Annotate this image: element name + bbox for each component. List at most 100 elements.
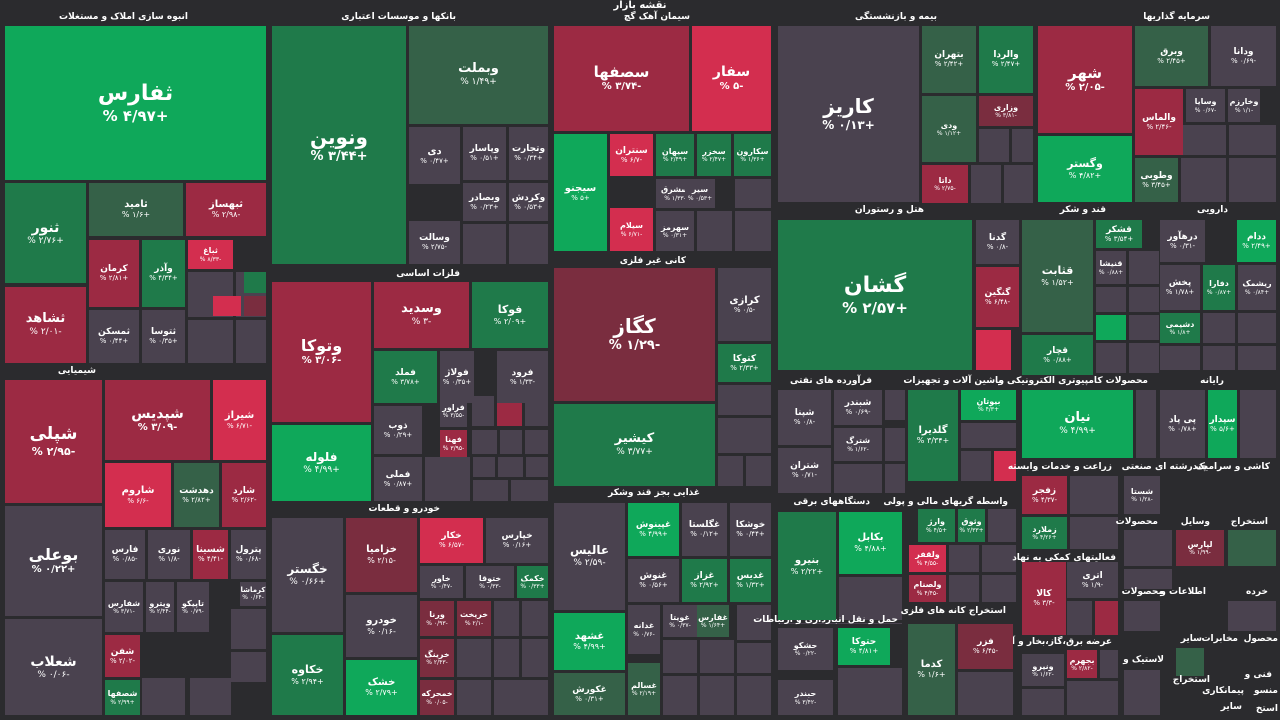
stock-tile[interactable]: فوکا +۲/۰۹ % [472,282,548,348]
stock-tile[interactable]: فولاژ +۰/۳۵ % [440,351,474,403]
stock-tile[interactable]: گلدیرا +۳/۳۴ % [908,390,958,481]
stock-tile[interactable]: ثفارس +۴/۹۷ % [5,26,266,180]
stock-tile[interactable]: وطوبی +۳/۴۵ % [1135,158,1178,202]
treemap-cell[interactable] [1129,315,1159,340]
stock-tile[interactable]: قشکر +۳/۵۴ % [1096,220,1142,248]
treemap-cell[interactable] [663,676,697,715]
stock-tile[interactable]: کاریز +۰/۱۳ % [778,26,919,202]
stock-tile[interactable]: غگلستا +۰/۱۲ % [682,503,727,556]
treemap-cell[interactable] [737,676,771,715]
stock-tile[interactable]: ثمسکن +۰/۴۴ % [89,310,139,363]
treemap-cell[interactable] [457,680,491,715]
stock-tile[interactable]: سصفها -۳/۷۴ % [554,26,689,131]
stock-tile[interactable]: خرینگ -۲/۴۳ % [420,639,454,677]
treemap-cell[interactable] [1070,476,1118,514]
treemap-cell[interactable] [838,668,902,715]
stock-tile[interactable]: ودانا -۰/۶۹ % [1211,26,1276,86]
stock-tile[interactable]: فراور -۳/۵۵ % [440,395,467,427]
stock-tile[interactable]: کرازی -۰/۵ % [718,268,771,341]
treemap-cell[interactable] [525,430,548,454]
stock-tile[interactable]: کرماشا -۰/۶۴ % [240,582,266,606]
treemap-cell[interactable] [697,211,732,251]
stock-tile[interactable]: فارس -۰/۸۵ % [105,530,145,579]
treemap-cell[interactable] [718,456,743,486]
stock-tile[interactable]: دفارا +۰/۸۷ % [1203,265,1235,310]
stock-tile[interactable]: شترگ -۱/۶۲ % [834,428,882,461]
stock-tile[interactable]: کدما +۱/۶ % [908,624,955,715]
treemap-cell[interactable] [663,640,697,673]
stock-tile[interactable]: خاور -۰/۴۷ % [420,566,463,598]
stock-tile[interactable]: اتری -۱/۹ % [1067,562,1118,598]
stock-tile[interactable]: فرود -۱/۳۳ % [497,351,548,403]
treemap-cell[interactable] [500,430,522,454]
stock-tile[interactable]: وکردش +۰/۵۳ % [509,183,548,221]
stock-tile[interactable]: وتجارت +۰/۳۴ % [509,127,548,180]
treemap-cell[interactable] [700,676,734,715]
stock-tile[interactable]: شپلی -۲/۹۵ % [5,380,102,503]
treemap-cell[interactable] [213,296,241,316]
stock-tile[interactable]: پی پاد +۰/۷۸ % [1160,390,1205,458]
treemap-cell[interactable] [494,601,519,636]
stock-tile[interactable]: داتا -۲/۷۵ % [922,165,968,203]
stock-tile[interactable]: ثبهساز -۲/۹۸ % [186,183,266,236]
stock-tile[interactable]: فلوله +۴/۹۹ % [272,425,371,501]
stock-tile[interactable]: والماس -۲/۴۶ % [1135,89,1183,155]
stock-tile[interactable]: سنتران -۶/۷ % [610,134,653,176]
stock-tile[interactable]: کیشیر +۳/۷۷ % [554,404,715,486]
stock-tile[interactable]: شفن -۲/۰۲ % [105,635,140,677]
treemap-cell[interactable] [1240,390,1276,458]
treemap-cell[interactable] [746,456,771,486]
stock-tile[interactable]: خودرو -۰/۱۶ % [346,595,417,657]
treemap-cell[interactable] [982,575,1016,602]
treemap-cell[interactable] [718,418,771,453]
treemap-cell[interactable] [457,639,491,677]
stock-tile[interactable]: حشکو -۰/۲۲ % [778,628,833,670]
stock-tile[interactable]: قثابت +۱/۵۲ % [1022,220,1093,332]
treemap-cell[interactable] [1067,601,1092,635]
stock-tile[interactable]: فملد +۳/۷۸ % [374,351,437,403]
stock-tile[interactable]: خگستر +۰/۶۶ % [272,518,343,632]
stock-tile[interactable]: قنیشا +۰/۸۸ % [1096,251,1126,284]
stock-tile[interactable]: والردا +۲/۴۷ % [979,26,1033,93]
stock-tile[interactable]: غویتا -۰/۳۷ % [663,605,697,637]
stock-tile[interactable]: شیراز -۶/۷۱ % [213,380,266,460]
stock-tile[interactable]: شاروم -۶/۶ % [105,463,171,527]
treemap-cell[interactable] [737,605,771,640]
treemap-cell[interactable] [188,320,233,363]
treemap-cell[interactable] [1160,346,1200,370]
stock-tile[interactable]: ثتوسا +۰/۳۵ % [142,310,185,363]
treemap-cell[interactable] [473,457,495,477]
treemap-cell[interactable] [1176,648,1204,676]
stock-tile[interactable]: دی +۰/۴۷ % [409,127,460,184]
stock-tile[interactable]: ودی +۱/۱۲ % [922,96,976,162]
treemap-cell[interactable] [1124,670,1160,715]
stock-tile[interactable]: تاپیکو -۰/۷۹ % [177,582,209,632]
stock-tile[interactable]: وگستر +۴/۸۲ % [1038,136,1132,202]
treemap-cell[interactable] [834,464,882,493]
stock-tile[interactable]: شارد -۲/۶۲ % [222,463,266,527]
treemap-cell[interactable] [1100,650,1118,678]
stock-tile[interactable]: غفارس +۱/۶۴ % [697,605,729,637]
treemap-cell[interactable] [1067,681,1118,715]
stock-tile[interactable]: غپینوش +۴/۹۹ % [628,503,679,556]
stock-tile[interactable]: شپدیس -۳/۰۹ % [105,380,210,460]
stock-tile[interactable]: درهآور -۰/۳۱ % [1160,220,1205,262]
treemap-cell[interactable] [737,643,771,673]
stock-tile[interactable]: فزر -۶/۴۵ % [958,624,1013,669]
stock-tile[interactable]: شبندر -۰/۶۹ % [834,390,882,425]
treemap-cell[interactable] [472,430,497,454]
stock-tile[interactable]: خشک +۲/۷۹ % [346,660,417,715]
treemap-cell[interactable] [1124,569,1172,589]
treemap-cell[interactable] [463,224,506,264]
treemap-cell[interactable] [525,396,548,426]
stock-tile[interactable]: نوری -۱/۸ % [148,530,190,579]
treemap-cell[interactable] [971,165,1001,203]
treemap-cell[interactable] [1129,287,1159,312]
stock-tile[interactable]: خزامیا -۲/۱۵ % [346,518,417,592]
stock-tile[interactable]: قچار +۰/۸۸ % [1022,335,1093,375]
stock-tile[interactable]: غشهد +۴/۹۹ % [554,613,625,670]
treemap-cell[interactable] [979,129,1009,162]
treemap-cell[interactable] [735,211,771,251]
treemap-cell[interactable] [522,601,548,636]
treemap-cell[interactable] [961,451,991,481]
